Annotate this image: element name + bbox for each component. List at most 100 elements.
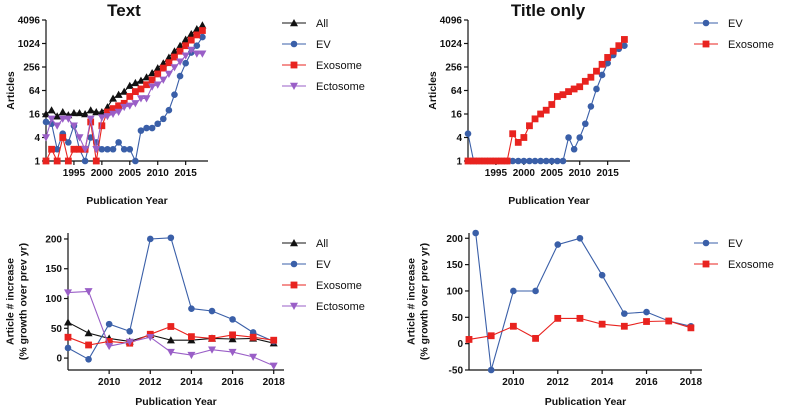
data-point-all — [58, 108, 67, 116]
series-line-ectosome — [45, 49, 203, 152]
data-point-exosome — [576, 83, 584, 91]
y-axis-label-line: (% growth over prev yr) — [18, 243, 30, 360]
data-point-ev — [42, 118, 50, 126]
data-point-exosome — [105, 338, 113, 345]
legend-marker — [290, 302, 298, 310]
data-point-exosome — [64, 333, 72, 341]
y-axis-label: Articles — [427, 71, 439, 110]
data-point-exosome — [643, 318, 650, 325]
y-tick-label: 64 — [451, 86, 463, 97]
y-tick-label: 1024 — [440, 39, 463, 50]
y-tick-label: 150 — [45, 264, 62, 275]
y-tick-label: 16 — [29, 110, 41, 121]
data-point-ev — [509, 157, 516, 165]
x-axis-label: Publication Year — [135, 396, 217, 408]
x-tick-label: 2010 — [569, 168, 592, 179]
data-point-all — [103, 103, 112, 111]
data-point-ectosome — [187, 46, 196, 54]
data-point-ev — [587, 103, 595, 110]
y-tick-label: 4096 — [18, 16, 41, 27]
data-point-exosome — [120, 99, 128, 107]
data-point-exosome — [464, 157, 472, 165]
legend-marker — [290, 239, 298, 247]
data-point-exosome — [553, 93, 561, 100]
legend-marker — [290, 82, 298, 90]
data-point-ev — [554, 157, 561, 165]
data-point-all — [86, 106, 95, 114]
data-point-all — [142, 73, 151, 81]
x-tick-label: 1995 — [485, 168, 508, 179]
data-point-exosome — [131, 88, 139, 95]
x-tick-label: 2010 — [147, 168, 170, 179]
data-point-exosome — [249, 333, 257, 341]
x-tick-label: 2015 — [597, 168, 620, 179]
x-axis-label: Publication Year — [86, 195, 168, 207]
y-axis-label-line: Article # increase — [5, 258, 17, 345]
data-point-all — [75, 108, 84, 117]
data-point-ectosome — [249, 353, 258, 361]
data-point-exosome — [581, 77, 589, 85]
x-tick-label: 2016 — [635, 377, 658, 388]
data-point-exosome — [115, 102, 123, 110]
data-point-ectosome — [84, 288, 93, 296]
data-point-ectosome — [92, 146, 101, 154]
data-point-exosome — [570, 85, 578, 93]
data-point-ev — [53, 145, 61, 153]
data-point-ev — [643, 308, 650, 316]
y-tick-label: -50 — [449, 366, 464, 377]
legend-item-ectosome: Ectosome — [282, 81, 365, 93]
y-axis-label-line: (% growth over prev yr) — [419, 243, 431, 360]
data-point-exosome — [598, 320, 606, 328]
data-point-ectosome — [58, 115, 67, 123]
legend-label: Ectosome — [316, 301, 365, 313]
legend-label: Exosome — [316, 280, 362, 292]
data-point-ev — [64, 344, 72, 352]
legend-marker — [702, 19, 710, 27]
data-point-exosome — [559, 91, 567, 99]
data-point-ectosome — [142, 95, 151, 103]
data-point-all — [69, 108, 78, 117]
data-point-exosome — [104, 108, 111, 116]
data-point-ectosome — [159, 76, 168, 84]
data-point-ev — [598, 71, 606, 79]
y-tick-label: 200 — [446, 234, 463, 245]
x-tick-label: 2010 — [502, 377, 525, 388]
legend-item-exosome: Exosome — [282, 60, 362, 72]
legend-item-ev: EV — [282, 39, 331, 51]
y-tick-label: 0 — [56, 354, 62, 365]
data-point-ev — [126, 327, 134, 335]
data-point-all — [192, 25, 201, 33]
data-point-exosome — [598, 60, 606, 68]
legend-label: EV — [316, 39, 331, 51]
data-point-exosome — [159, 64, 167, 72]
x-tick-label: 2000 — [91, 168, 114, 179]
data-point-exosome — [465, 336, 473, 343]
legend-marker — [702, 40, 710, 48]
y-axis-label-line: Articles — [5, 71, 17, 110]
data-point-ev — [154, 120, 162, 128]
data-point-exosome — [542, 106, 550, 114]
series-line-exosome — [468, 39, 625, 162]
data-point-ev — [160, 115, 167, 123]
data-point-exosome — [165, 59, 173, 67]
chart-text-growth: 0 50 100 150 200 2010 2012 2014 2016 2018 Publicat… — [5, 233, 365, 408]
data-point-exosome — [593, 67, 600, 75]
data-point-exosome — [520, 134, 528, 141]
y-tick-label: 100 — [446, 286, 463, 297]
data-point-exosome — [565, 88, 572, 95]
legend-label: All — [316, 18, 328, 30]
y-tick-label: 100 — [45, 294, 62, 305]
data-point-exosome — [126, 93, 134, 100]
legend-label: Exosome — [728, 39, 774, 51]
data-point-all — [109, 94, 118, 102]
y-tick-label: 1 — [34, 157, 40, 168]
data-point-ev — [146, 235, 154, 243]
x-tick-label: 1995 — [63, 168, 86, 179]
data-point-exosome — [576, 314, 584, 322]
y-axis-label: Article # increase(% growth over prev yr… — [406, 243, 431, 360]
data-point-ev — [104, 145, 111, 153]
data-point-ev — [148, 124, 156, 132]
data-point-ev — [171, 91, 178, 98]
y-tick-label: 0 — [457, 339, 463, 350]
